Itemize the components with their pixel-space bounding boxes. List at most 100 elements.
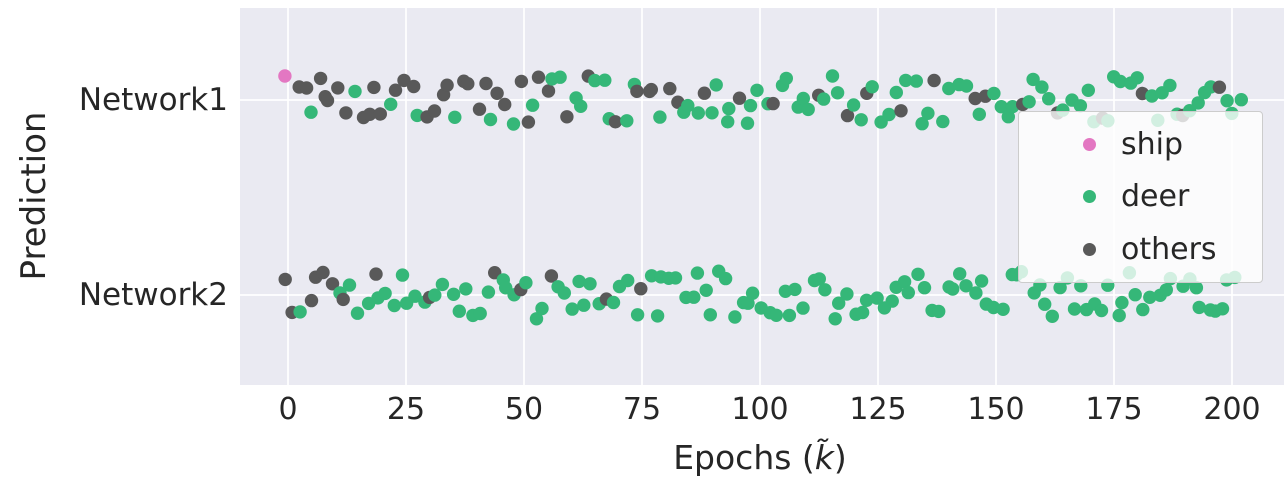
- point-deer: [865, 80, 879, 94]
- point-others: [316, 265, 330, 280]
- point-others: [388, 83, 403, 97]
- point-deer: [1136, 302, 1150, 317]
- point-deer: [817, 92, 831, 106]
- point-deer: [620, 114, 634, 128]
- point-others: [521, 115, 536, 129]
- point-others: [608, 115, 623, 129]
- point-deer: [740, 116, 755, 130]
- point-others: [968, 91, 982, 106]
- point-deer: [1112, 308, 1126, 323]
- point-deer: [348, 84, 362, 99]
- point-deer: [446, 287, 461, 301]
- point-others: [541, 84, 556, 98]
- point-deer: [304, 105, 318, 119]
- point-deer: [769, 308, 783, 322]
- point-deer: [750, 83, 764, 98]
- point-others: [1212, 80, 1227, 94]
- x-tick-25: 25: [386, 392, 426, 427]
- point-deer: [846, 98, 861, 112]
- point-deer: [681, 98, 695, 113]
- point-deer: [506, 117, 521, 131]
- point-deer: [840, 287, 854, 301]
- ship-marker-icon: [1083, 137, 1096, 151]
- point-deer: [1081, 83, 1096, 98]
- point-deer: [519, 276, 533, 290]
- point-deer: [395, 268, 410, 282]
- point-deer: [728, 310, 742, 324]
- point-deer: [565, 302, 579, 316]
- point-deer: [1005, 100, 1020, 114]
- point-others: [560, 110, 574, 124]
- point-others: [894, 104, 908, 118]
- point-deer: [987, 86, 1001, 101]
- point-deer: [1022, 95, 1036, 109]
- point-others: [331, 81, 345, 95]
- point-deer: [459, 282, 473, 296]
- point-deer: [1001, 110, 1015, 124]
- point-deer: [722, 101, 736, 116]
- point-deer: [1143, 290, 1157, 304]
- point-deer: [855, 305, 870, 320]
- point-deer: [410, 108, 424, 123]
- x-tick-175: 175: [1085, 392, 1143, 427]
- x-tick-125: 125: [849, 392, 907, 427]
- point-deer: [630, 308, 645, 322]
- point-deer: [1215, 302, 1230, 316]
- point-deer: [1220, 94, 1234, 108]
- point-deer: [572, 274, 586, 289]
- point-others: [336, 292, 350, 307]
- x-axis-label: Epochs (k̃): [610, 438, 910, 477]
- y-tick-network2: Network2: [78, 277, 228, 313]
- point-others: [278, 272, 292, 287]
- point-deer: [653, 110, 667, 124]
- point-deer: [915, 117, 929, 131]
- point-deer: [825, 69, 840, 83]
- point-others: [407, 79, 421, 94]
- point-deer: [1113, 74, 1128, 89]
- point-deer: [899, 73, 913, 88]
- point-others: [663, 81, 677, 96]
- deer-marker-icon: [1083, 190, 1096, 204]
- x-tick-150: 150: [967, 392, 1025, 427]
- point-others: [630, 84, 644, 99]
- legend-entry-deer: deer: [1019, 172, 1262, 222]
- point-deer: [709, 78, 723, 92]
- others-marker-icon: [1083, 243, 1096, 257]
- point-deer: [721, 115, 735, 129]
- point-deer: [972, 107, 986, 122]
- x-tick-50: 50: [504, 392, 544, 427]
- point-deer: [828, 312, 842, 326]
- point-deer: [525, 98, 540, 112]
- point-others: [367, 80, 381, 95]
- point-deer: [1053, 280, 1067, 295]
- point-deer: [553, 70, 567, 84]
- point-deer: [969, 286, 983, 300]
- point-deer: [741, 296, 755, 310]
- point-others: [732, 91, 747, 105]
- x-tick-0: 0: [278, 392, 298, 427]
- point-deer: [705, 106, 719, 120]
- point-deer: [588, 73, 602, 88]
- point-others: [304, 293, 319, 308]
- point-deer: [598, 73, 612, 87]
- point-deer: [917, 281, 932, 295]
- point-others: [363, 107, 377, 122]
- x-axis-label-close: ): [833, 438, 847, 477]
- point-deer: [1026, 72, 1040, 87]
- point-deer: [483, 112, 498, 127]
- x-tick-75: 75: [622, 392, 662, 427]
- point-deer: [473, 306, 487, 321]
- point-others: [339, 106, 353, 120]
- point-deer: [606, 295, 621, 310]
- point-deer: [481, 285, 496, 299]
- point-deer: [1094, 303, 1109, 318]
- point-others: [766, 96, 780, 111]
- point-deer: [830, 86, 845, 100]
- point-deer: [1042, 92, 1056, 106]
- point-deer: [1145, 89, 1159, 103]
- point-deer: [650, 309, 665, 323]
- point-deer: [577, 298, 591, 312]
- point-deer: [1045, 309, 1060, 323]
- point-deer: [909, 74, 923, 88]
